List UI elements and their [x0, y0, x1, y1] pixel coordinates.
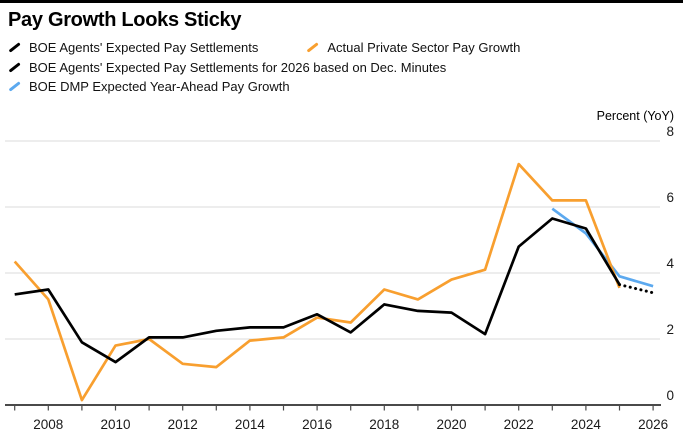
- x-tick-label: 2024: [571, 417, 602, 432]
- x-tick-label: 2022: [504, 417, 534, 432]
- legend-row: BOE DMP Expected Year-Ahead Pay Growth: [8, 77, 520, 97]
- x-tick-label: 2020: [436, 417, 466, 432]
- x-tick-label: 2026: [638, 417, 668, 432]
- y-axis-title: Percent (YoY): [596, 109, 674, 123]
- legend-row: BOE Agents' Expected Pay Settlements for…: [8, 58, 520, 78]
- y-tick-label: 8: [666, 124, 674, 139]
- y-tick-label: 2: [666, 322, 674, 337]
- y-tick-label: 0: [666, 388, 674, 403]
- x-tick-label: 2012: [168, 417, 198, 432]
- chart-title: Pay Growth Looks Sticky: [8, 9, 242, 31]
- legend-label: BOE Agents' Expected Pay Settlements for…: [29, 59, 447, 75]
- x-tick-label: 2018: [369, 417, 399, 432]
- legend-label: Actual Private Sector Pay Growth: [327, 40, 521, 56]
- series-line-boe-dmp-expected-year-ahead-pay-growth: [551, 207, 654, 288]
- line-swatch-icon: [8, 81, 21, 92]
- legend-item-settlements-2026: BOE Agents' Expected Pay Settlements for…: [8, 60, 446, 75]
- x-tick-label: 2016: [302, 417, 332, 432]
- top-accent-bar: [0, 0, 683, 3]
- legend-label: BOE DMP Expected Year-Ahead Pay Growth: [29, 79, 290, 95]
- series-line-boe-agents-expected-pay-settlements: [14, 217, 621, 364]
- legend-item-actual-pay-growth: Actual Private Sector Pay Growth: [306, 40, 520, 55]
- x-tick-label: 2008: [33, 417, 63, 432]
- series-line-actual-private-sector-pay-growth: [13, 162, 621, 402]
- legend: BOE Agents' Expected Pay Settlements Act…: [8, 38, 520, 97]
- line-swatch-icon: [8, 42, 21, 53]
- legend-item-agents-settlements: BOE Agents' Expected Pay Settlements: [8, 40, 258, 55]
- legend-label: BOE Agents' Expected Pay Settlements: [29, 40, 259, 56]
- series-line-boe-agents-expected-pay-settlements-for-2026-based-on-dec-minutes: [618, 283, 655, 295]
- y-tick-label: 6: [666, 190, 674, 205]
- x-tick-label: 2014: [235, 417, 266, 432]
- line-swatch-icon: [306, 42, 319, 53]
- legend-item-dmp-expected: BOE DMP Expected Year-Ahead Pay Growth: [8, 79, 290, 94]
- line-swatch-icon: [8, 62, 21, 73]
- x-tick-label: 2010: [100, 417, 130, 432]
- y-tick-label: 4: [666, 256, 674, 271]
- legend-row: BOE Agents' Expected Pay Settlements Act…: [8, 38, 520, 58]
